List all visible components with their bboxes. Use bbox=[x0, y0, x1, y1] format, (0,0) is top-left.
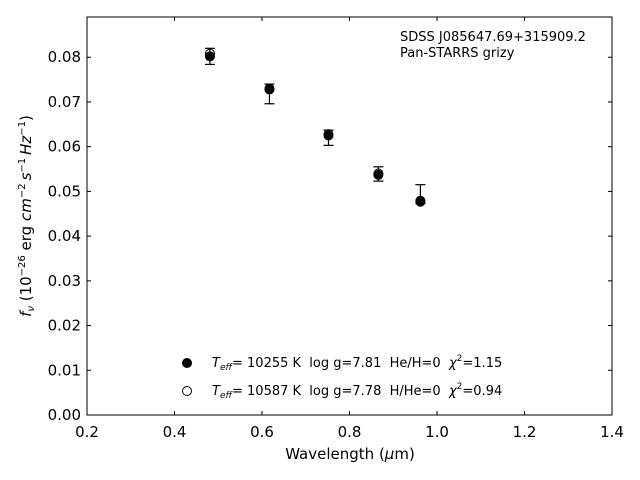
y-tick-label: 0.03 bbox=[48, 272, 81, 290]
legend-2-text: = 10587 K log g=7.78 H/He=0 bbox=[232, 384, 449, 399]
x-axis-title: Wavelength (μm) bbox=[285, 445, 415, 463]
legend: Teff= 10255 K log g=7.81 He/H=0 χ2=1.15 … bbox=[182, 354, 502, 401]
legend-2-tail: =0.94 bbox=[462, 384, 502, 399]
y-tick-label: 0.08 bbox=[48, 48, 81, 66]
legend-1-sup: 2 bbox=[457, 354, 463, 364]
y-tick-label: 0.07 bbox=[48, 93, 81, 111]
y-tick-label: 0.01 bbox=[48, 361, 81, 379]
annotation-object-name: SDSS J085647.69+315909.2 bbox=[400, 30, 586, 45]
y-tick-label: 0.02 bbox=[48, 317, 81, 335]
legend-2-sub: eff bbox=[220, 391, 234, 401]
point-filled bbox=[204, 51, 215, 62]
legend-2-chi: χ bbox=[448, 384, 458, 399]
point-filled bbox=[323, 130, 334, 141]
y-tick-label: 0.04 bbox=[48, 227, 81, 245]
legend-2-t: T bbox=[212, 384, 221, 399]
legend-2-sup: 2 bbox=[457, 382, 463, 392]
x-tick-label: 1.0 bbox=[425, 423, 449, 441]
y-tick-label: 0.06 bbox=[48, 138, 81, 156]
x-tick-label: 1.2 bbox=[513, 423, 537, 441]
x-tick-label: 0.8 bbox=[338, 423, 362, 441]
point-filled bbox=[264, 84, 275, 95]
annotation-survey-name: Pan-STARRS grizy bbox=[400, 46, 515, 61]
legend-1-text: = 10255 K log g=7.81 He/H=0 bbox=[232, 356, 449, 371]
legend-1-chi: χ bbox=[448, 356, 458, 371]
x-tick-label: 0.6 bbox=[250, 423, 274, 441]
y-tick-label: 0.05 bbox=[48, 182, 81, 200]
legend-marker-filled bbox=[182, 358, 192, 368]
x-axis-ticks: 0.2 0.4 0.6 0.8 1.0 1.2 1.4 bbox=[75, 17, 624, 441]
y-axis-ticks: 0.00 0.01 0.02 0.03 0.04 0.05 0.06 0.07 0.08 bbox=[48, 48, 612, 424]
data-points bbox=[204, 48, 426, 207]
legend-entry-2: Teff= 10587 K log g=7.78 H/He=0 χ2=0.94 bbox=[212, 382, 502, 401]
y-axis-title: fν (10−26 erg cm−2s−1Hz−1) bbox=[17, 115, 37, 317]
legend-entry-1: Teff= 10255 K log g=7.81 He/H=0 χ2=1.15 bbox=[212, 354, 502, 373]
legend-marker-open bbox=[182, 386, 192, 396]
point-filled bbox=[415, 196, 426, 207]
x-tick-label: 0.4 bbox=[163, 423, 187, 441]
legend-1-tail: =1.15 bbox=[462, 356, 502, 371]
legend-1-sub: eff bbox=[220, 363, 234, 373]
x-tick-label: 1.4 bbox=[600, 423, 624, 441]
legend-1-t: T bbox=[212, 356, 221, 371]
point-filled bbox=[373, 169, 384, 180]
x-tick-label: 0.2 bbox=[75, 423, 99, 441]
y-tick-label: 0.00 bbox=[48, 406, 81, 424]
